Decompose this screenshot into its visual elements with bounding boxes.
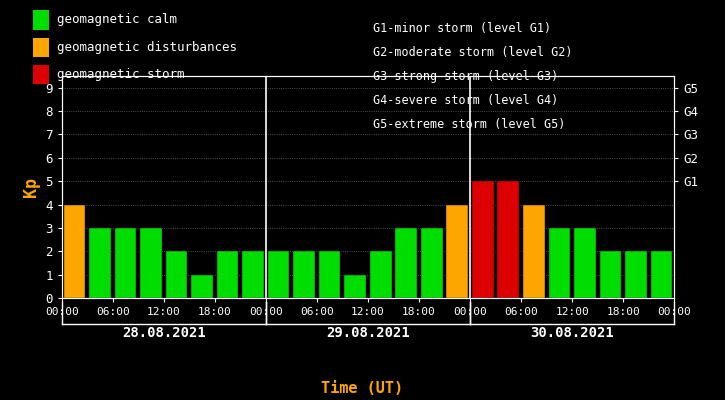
Text: G3-strong storm (level G3): G3-strong storm (level G3) — [373, 70, 559, 83]
Bar — [191, 275, 213, 298]
Bar — [395, 228, 417, 298]
Bar — [650, 251, 672, 298]
Bar — [447, 204, 468, 298]
Bar — [294, 251, 315, 298]
Bar — [268, 251, 289, 298]
Bar — [115, 228, 136, 298]
Bar — [64, 204, 86, 298]
Bar — [242, 251, 264, 298]
Bar — [165, 251, 187, 298]
Bar — [497, 181, 519, 298]
Text: 29.08.2021: 29.08.2021 — [326, 326, 410, 340]
Text: 30.08.2021: 30.08.2021 — [530, 326, 614, 340]
Bar — [217, 251, 239, 298]
Bar — [140, 228, 162, 298]
Bar — [625, 251, 647, 298]
Text: G1-minor storm (level G1): G1-minor storm (level G1) — [373, 22, 552, 35]
Bar — [549, 228, 571, 298]
Text: G4-severe storm (level G4): G4-severe storm (level G4) — [373, 94, 559, 107]
Text: 28.08.2021: 28.08.2021 — [122, 326, 206, 340]
Text: Time (UT): Time (UT) — [321, 381, 404, 396]
Text: geomagnetic calm: geomagnetic calm — [57, 14, 178, 26]
Bar — [319, 251, 341, 298]
Text: G5-extreme storm (level G5): G5-extreme storm (level G5) — [373, 118, 566, 131]
Text: geomagnetic disturbances: geomagnetic disturbances — [57, 41, 237, 54]
Bar — [344, 275, 366, 298]
Bar — [89, 228, 111, 298]
Text: geomagnetic storm: geomagnetic storm — [57, 68, 185, 81]
Y-axis label: Kp: Kp — [22, 177, 40, 197]
Bar — [600, 251, 621, 298]
Bar — [472, 181, 494, 298]
Text: G2-moderate storm (level G2): G2-moderate storm (level G2) — [373, 46, 573, 59]
Bar — [421, 228, 442, 298]
Bar — [370, 251, 392, 298]
Bar — [574, 228, 596, 298]
Bar — [523, 204, 544, 298]
